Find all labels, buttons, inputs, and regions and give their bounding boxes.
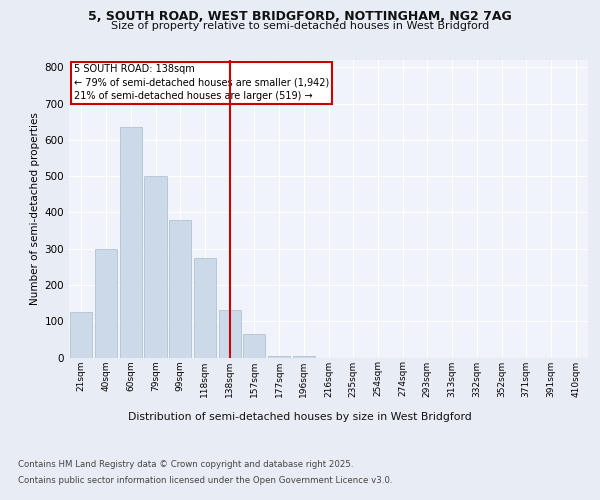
Text: 5, SOUTH ROAD, WEST BRIDGFORD, NOTTINGHAM, NG2 7AG: 5, SOUTH ROAD, WEST BRIDGFORD, NOTTINGHA… — [88, 10, 512, 23]
Text: Contains HM Land Registry data © Crown copyright and database right 2025.: Contains HM Land Registry data © Crown c… — [18, 460, 353, 469]
Text: Distribution of semi-detached houses by size in West Bridgford: Distribution of semi-detached houses by … — [128, 412, 472, 422]
Bar — [268, 356, 290, 358]
Bar — [169, 220, 191, 358]
Bar — [243, 334, 265, 357]
Bar — [145, 176, 167, 358]
Bar — [95, 248, 117, 358]
Bar — [70, 312, 92, 358]
Text: 5 SOUTH ROAD: 138sqm
← 79% of semi-detached houses are smaller (1,942)
21% of se: 5 SOUTH ROAD: 138sqm ← 79% of semi-detac… — [74, 64, 329, 101]
Y-axis label: Number of semi-detached properties: Number of semi-detached properties — [31, 112, 40, 305]
Bar — [119, 127, 142, 358]
Text: Contains public sector information licensed under the Open Government Licence v3: Contains public sector information licen… — [18, 476, 392, 485]
Bar — [218, 310, 241, 358]
Bar — [194, 258, 216, 358]
Bar — [293, 356, 315, 358]
Text: Size of property relative to semi-detached houses in West Bridgford: Size of property relative to semi-detach… — [111, 21, 489, 31]
